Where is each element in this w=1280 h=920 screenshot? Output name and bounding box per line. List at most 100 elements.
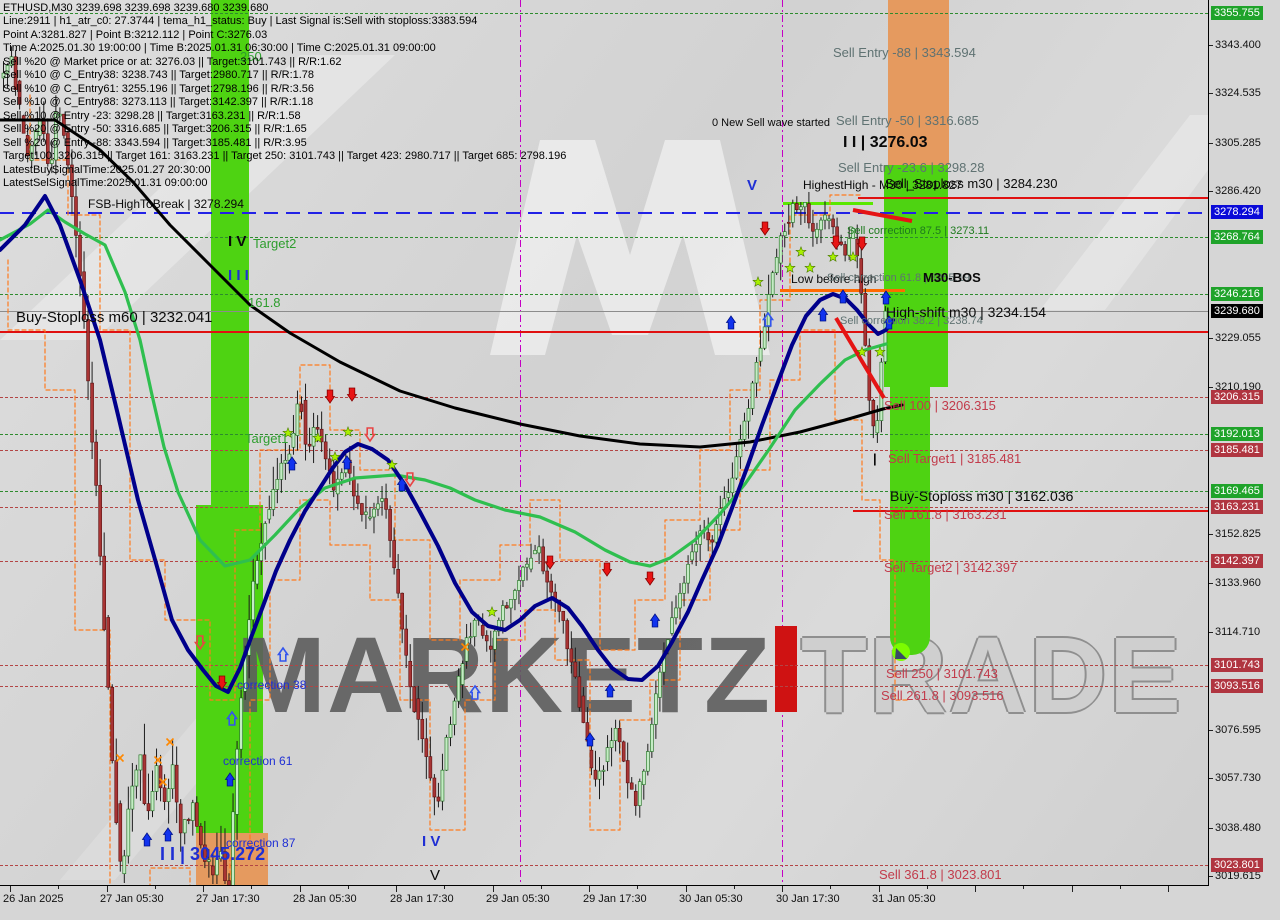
sell-arrow [324,389,336,404]
candle [513,590,517,600]
chart-annotation: Sell correction 61.8 | 3255.19 [827,272,970,284]
candle [239,697,243,750]
trend-segment [852,208,913,223]
info-line: Line:2911 | h1_atr_c0: 27.3744 | tema_h1… [3,15,478,27]
x-tick-mark [1168,886,1169,892]
candle [541,546,545,572]
candle [517,580,521,591]
candle [573,661,578,678]
time-band [888,0,949,165]
candle [795,203,799,211]
price-badge-red: 3185.481 [1211,443,1263,457]
chart-annotation: Sell Entry -23.6 | 3298.28 [838,160,985,175]
candle [637,781,642,806]
star-marker [874,345,886,357]
candle [319,428,324,443]
y-axis-tick-label: 3038.480 [1215,822,1261,834]
candle [130,785,135,810]
y-axis-tick-label: 3229.055 [1215,332,1261,344]
star-marker [282,426,294,438]
chart-annotation: correction 38 [237,678,307,692]
sell-arrow [830,235,842,250]
price-badge-red: 3093.516 [1211,679,1263,693]
candle [815,228,819,238]
sell-arrow [644,571,656,586]
band-end-pointer [895,648,907,659]
candle [283,460,288,464]
watermark-right-text: TRADE [800,614,1183,735]
candle [122,855,127,875]
x-tick-mark [1023,886,1024,889]
x-axis-label: 29 Jan 05:30 [486,893,550,905]
candle [682,582,686,594]
price-axis[interactable]: 3343.400 3324.535 3305.285 3286.420 3229.055… [1209,0,1280,885]
candle [114,760,119,823]
candle [291,432,296,448]
buy-arrow [649,613,661,628]
price-badge-red: 3142.397 [1211,554,1263,568]
x-tick-mark [541,886,542,889]
info-line: LatestSelSignalTime:2025.01.31 09:00:00 [3,177,208,189]
x-axis-label: 31 Jan 05:30 [872,893,936,905]
candle [468,636,473,639]
time-band [211,0,249,505]
candle [13,56,18,90]
candle [186,819,191,821]
x-tick-mark [203,886,204,892]
chart-title: ETHUSD,M30 3239.698 3239.698 3239.680 32… [3,2,269,14]
buy-arrow [396,477,408,492]
price-badge-black: 3239.680 [1211,304,1263,318]
candle [859,258,864,294]
candle [118,803,123,862]
candle [227,880,231,885]
y-tick-mark [1209,778,1213,779]
chart-annotation: I I | 3276.03 [843,134,928,151]
y-axis-tick-label: 3133.960 [1215,577,1261,589]
candle [126,808,131,857]
info-line: Sell %20 @ Entry -88: 3343.594 || Target… [3,136,307,149]
price-badge-red: 3163.231 [1211,500,1263,514]
chart-annotation: Sell Entry -88 | 3343.594 [833,45,976,60]
candle [533,550,537,555]
x-tick-mark [493,886,494,892]
price-badge-red: 3206.315 [1211,390,1263,404]
candle [396,568,400,594]
candle [746,408,751,422]
price-chart-area[interactable]: MARKETZ TRADE 250 FSB-HighToBreak | 3278.2… [0,0,1209,886]
candle [670,617,674,634]
candle [432,777,437,798]
chart-annotation: Target2 [253,236,297,251]
candle [74,196,78,236]
candle [178,803,183,834]
candlestick-plot[interactable] [0,0,1208,885]
info-line: Time A:2025.01.30 19:00:00 | Time B:2025… [3,42,436,54]
time-band [884,165,948,387]
sell-stoploss-m30-line [858,197,1208,199]
candle [110,687,115,761]
candle [565,620,570,650]
time-axis[interactable]: 26 Jan 2025 27 Jan 05:30 27 Jan 17:30 28 Ja… [0,886,1280,920]
candle [525,563,529,568]
candle [380,498,384,502]
buy-stoploss-m30-line [853,510,1208,512]
x-axis-label: 28 Jan 17:30 [390,893,454,905]
watermark-red-bar [774,626,797,712]
chart-annotation: FSB-HighToBreak | 3278.294 [88,197,244,211]
candle [388,509,392,541]
x-tick-mark [782,886,783,892]
candle [182,819,187,834]
candle [790,203,795,223]
candle [98,485,102,557]
candle [9,56,14,66]
chart-annotation: Sell 161.8 | 3163.231 [884,507,1007,522]
candle [497,620,501,632]
candle [613,727,618,741]
info-line: Sell %20 @ Market price or at: 3276.03 |… [3,55,342,68]
candle [275,479,280,490]
buy-level-line [0,237,1208,238]
star-marker [312,431,324,443]
candle [633,791,638,806]
time-band [890,387,930,655]
candle [255,560,260,585]
